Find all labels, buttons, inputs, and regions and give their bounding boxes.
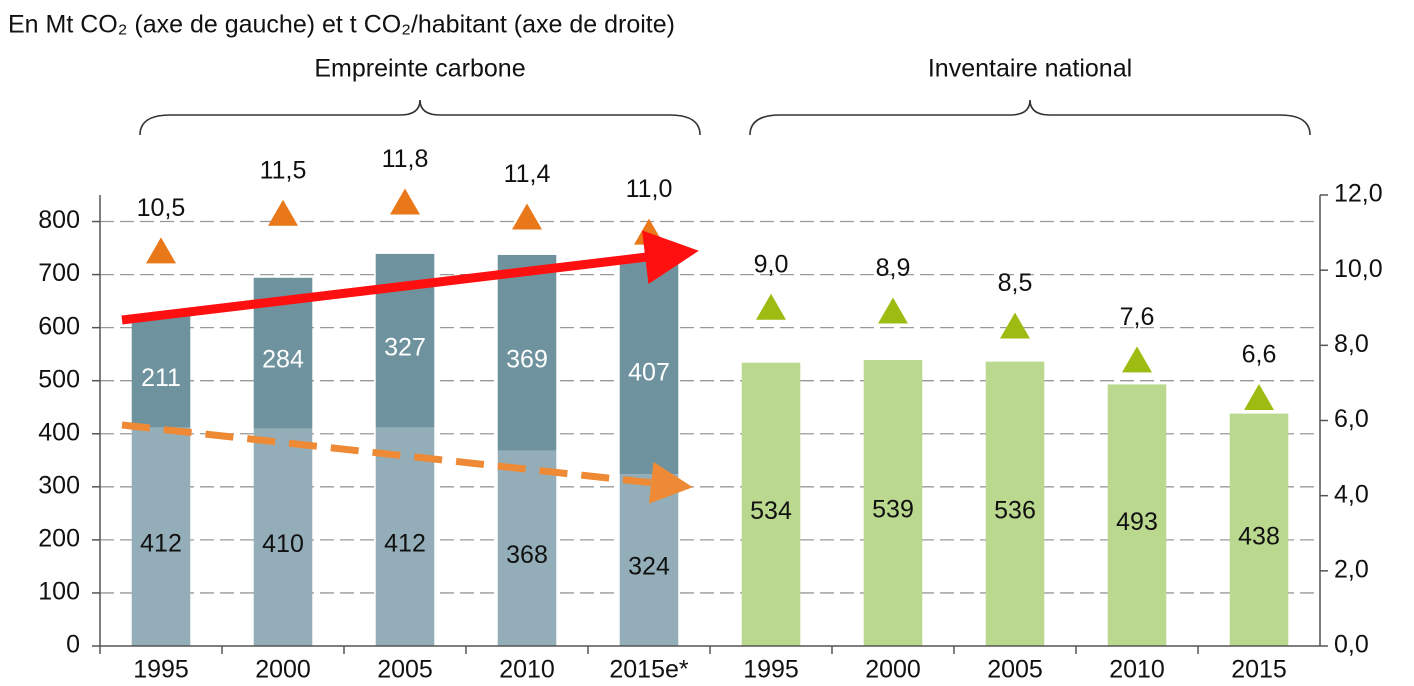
bar-value-label: 534 bbox=[750, 497, 792, 525]
marker-value-label: 11,0 bbox=[626, 175, 673, 203]
bar-value-label: 407 bbox=[628, 359, 670, 387]
y-tick-label: 100 bbox=[38, 578, 80, 606]
bar-value-label: 536 bbox=[994, 496, 1036, 524]
bar bbox=[1229, 413, 1289, 646]
x-tick-label: 2000 bbox=[255, 656, 311, 684]
y2-tick-label: 12,0 bbox=[1334, 180, 1383, 208]
bar bbox=[131, 315, 191, 428]
y2-tick-label: 4,0 bbox=[1334, 480, 1369, 508]
bar-value-label: 412 bbox=[384, 529, 426, 557]
y2-tick-label: 6,0 bbox=[1334, 405, 1369, 433]
marker-value-label: 7,6 bbox=[1120, 303, 1155, 331]
y2-tick-label: 2,0 bbox=[1334, 555, 1369, 583]
bar-value-label: 324 bbox=[628, 553, 670, 581]
bar-value-label: 284 bbox=[262, 346, 304, 374]
y-tick-label: 300 bbox=[38, 471, 80, 499]
bar bbox=[253, 428, 313, 646]
x-tick-label: 2005 bbox=[377, 656, 433, 684]
y2-tick-label: 8,0 bbox=[1334, 330, 1369, 358]
bar-value-label: 493 bbox=[1116, 508, 1158, 536]
y-tick-label: 500 bbox=[38, 365, 80, 393]
chart-title: En Mt CO₂ (axe de gauche) et t CO₂/habit… bbox=[8, 11, 675, 39]
x-tick-label: 1995 bbox=[743, 656, 799, 684]
y2-tick-label: 0,0 bbox=[1334, 631, 1369, 659]
group-label: Empreinte carbone bbox=[314, 55, 525, 83]
marker-value-label: 9,0 bbox=[754, 250, 789, 278]
marker-value-label: 10,5 bbox=[137, 194, 186, 222]
marker-value-label: 11,4 bbox=[504, 160, 551, 188]
y2-tick-label: 10,0 bbox=[1334, 255, 1383, 283]
bar bbox=[863, 360, 923, 646]
trend-arrow bbox=[121, 421, 693, 504]
y-tick-label: 800 bbox=[38, 206, 80, 234]
y-tick-label: 200 bbox=[38, 524, 80, 552]
group-brace bbox=[139, 99, 701, 136]
marker-value-label: 8,5 bbox=[998, 269, 1033, 297]
bar bbox=[741, 362, 801, 646]
bar bbox=[497, 450, 557, 646]
y-tick-label: 700 bbox=[38, 259, 80, 287]
bar-value-label: 412 bbox=[140, 529, 182, 557]
bar-value-label: 368 bbox=[506, 541, 548, 569]
x-tick-label: 2005 bbox=[987, 656, 1043, 684]
y-tick-label: 400 bbox=[38, 418, 80, 446]
marker-value-label: 8,9 bbox=[876, 254, 911, 282]
triangle-marker bbox=[1122, 346, 1152, 373]
bar-value-label: 211 bbox=[141, 364, 181, 392]
x-tick-label: 2010 bbox=[499, 656, 555, 684]
bar-value-label: 410 bbox=[262, 530, 304, 558]
bar-value-label: 438 bbox=[1238, 522, 1280, 550]
bar-value-label: 539 bbox=[872, 496, 914, 524]
bar-value-label: 369 bbox=[506, 345, 548, 373]
triangle-marker bbox=[1244, 383, 1274, 410]
bar bbox=[375, 427, 435, 646]
x-tick-label: 2010 bbox=[1109, 656, 1165, 684]
marker-value-label: 6,6 bbox=[1242, 341, 1277, 369]
group-brace bbox=[749, 99, 1311, 136]
triangle-marker bbox=[390, 188, 420, 215]
bar bbox=[497, 254, 557, 451]
x-tick-label: 2015 bbox=[1231, 656, 1287, 684]
group-label: Inventaire national bbox=[928, 55, 1132, 83]
triangle-marker bbox=[878, 297, 908, 324]
x-tick-label: 1995 bbox=[133, 656, 189, 684]
x-tick-label: 2015e* bbox=[609, 656, 689, 684]
bar bbox=[1107, 384, 1167, 646]
triangle-marker bbox=[1000, 312, 1030, 339]
marker-value-label: 11,5 bbox=[260, 156, 307, 184]
triangle-marker bbox=[756, 293, 786, 320]
bar bbox=[985, 361, 1045, 646]
marker-value-label: 11,8 bbox=[382, 145, 429, 173]
y-tick-label: 600 bbox=[38, 312, 80, 340]
triangle-marker bbox=[268, 199, 298, 226]
triangle-marker bbox=[146, 237, 176, 264]
bar bbox=[131, 427, 191, 646]
x-tick-label: 2000 bbox=[865, 656, 921, 684]
plot: 0 100 200 300 400 500 600 700 800 0,0 2,0 4,0 6,0 8,0… bbox=[38, 55, 1382, 684]
y-tick-label: 0 bbox=[66, 631, 80, 659]
trend-arrow bbox=[121, 230, 699, 325]
triangle-marker bbox=[512, 203, 542, 230]
bar bbox=[619, 258, 679, 475]
bar-value-label: 327 bbox=[384, 333, 426, 361]
triangle-marker bbox=[634, 218, 664, 245]
